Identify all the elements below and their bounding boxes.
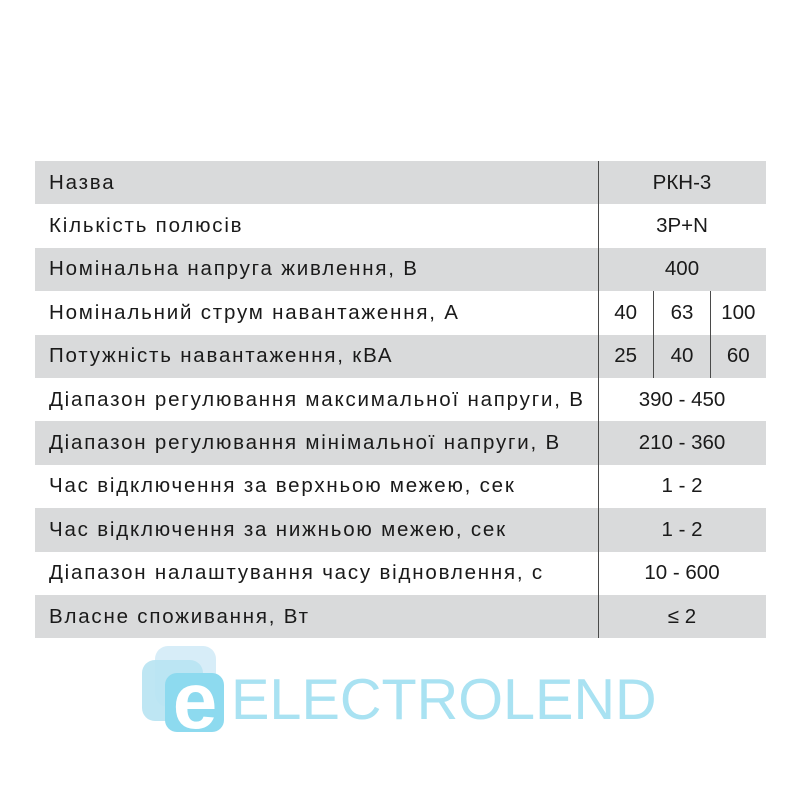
svg-text:ELECTROLEND: ELECTROLEND <box>231 668 657 732</box>
svg-text:e: e <box>173 656 218 745</box>
